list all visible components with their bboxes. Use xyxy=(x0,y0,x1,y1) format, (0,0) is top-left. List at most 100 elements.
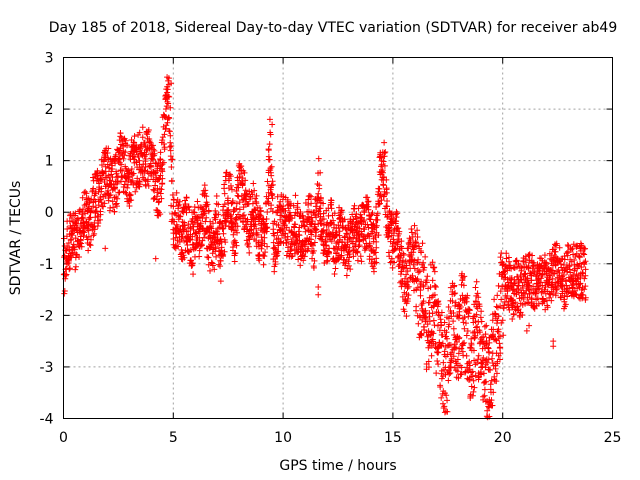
data-point xyxy=(435,361,442,368)
data-point xyxy=(222,239,229,246)
data-point xyxy=(256,204,263,211)
data-point xyxy=(414,227,421,234)
data-point xyxy=(72,210,79,217)
data-point xyxy=(151,152,158,159)
data-point xyxy=(164,89,171,96)
data-point xyxy=(90,185,97,192)
data-point xyxy=(204,201,211,208)
data-point xyxy=(396,228,403,235)
data-point xyxy=(165,114,172,121)
data-point xyxy=(236,164,243,171)
data-point xyxy=(95,202,102,209)
data-point xyxy=(519,282,526,289)
data-point xyxy=(472,318,479,325)
data-point xyxy=(167,153,174,160)
data-point xyxy=(319,236,326,243)
data-point xyxy=(474,323,481,330)
data-point xyxy=(112,184,119,191)
data-point xyxy=(493,370,500,377)
data-point xyxy=(239,180,246,187)
data-point xyxy=(430,330,437,337)
data-point xyxy=(316,182,323,189)
data-point xyxy=(512,299,519,306)
y-tick-label: 2 xyxy=(45,102,54,118)
data-point xyxy=(243,196,250,203)
data-point xyxy=(176,198,183,205)
data-point xyxy=(379,174,386,181)
data-point xyxy=(473,311,480,318)
x-tick-label: 0 xyxy=(59,430,68,446)
data-point xyxy=(325,212,332,219)
data-point xyxy=(233,242,240,249)
data-point xyxy=(177,213,184,220)
data-point xyxy=(553,240,560,247)
data-point xyxy=(286,209,293,216)
data-point xyxy=(464,375,471,382)
data-point xyxy=(438,309,445,316)
y-tick-label: -4 xyxy=(40,412,54,428)
data-point xyxy=(187,246,194,253)
data-point xyxy=(310,247,317,254)
data-point xyxy=(390,230,397,237)
data-point xyxy=(87,236,94,243)
data-point xyxy=(412,230,419,237)
data-point xyxy=(232,239,239,246)
data-point xyxy=(282,207,289,214)
data-point xyxy=(509,315,516,322)
data-point xyxy=(330,217,337,224)
data-point xyxy=(411,244,418,251)
data-point xyxy=(228,215,235,222)
data-point xyxy=(320,227,327,234)
data-point xyxy=(305,226,312,233)
data-point xyxy=(398,245,405,252)
data-point xyxy=(220,251,227,258)
data-point xyxy=(175,201,182,208)
data-point xyxy=(300,257,307,264)
data-point xyxy=(260,261,267,268)
data-point xyxy=(546,276,553,283)
data-point xyxy=(474,290,481,297)
data-point xyxy=(491,310,498,317)
data-point xyxy=(302,228,309,235)
data-point xyxy=(528,277,535,284)
data-point xyxy=(263,228,270,235)
data-point xyxy=(232,250,239,257)
data-point xyxy=(499,317,506,324)
data-point xyxy=(468,373,475,380)
data-point xyxy=(453,344,460,351)
data-point xyxy=(108,162,115,169)
data-point xyxy=(489,355,496,362)
data-point xyxy=(461,273,468,280)
data-point xyxy=(559,281,566,288)
data-point xyxy=(469,368,476,375)
data-point xyxy=(160,140,167,147)
data-point xyxy=(223,169,230,176)
data-point xyxy=(323,242,330,249)
data-point xyxy=(81,229,88,236)
data-point xyxy=(466,358,473,365)
data-point xyxy=(462,320,469,327)
data-point xyxy=(167,132,174,139)
data-point xyxy=(218,244,225,251)
data-point xyxy=(439,331,446,338)
data-point xyxy=(331,270,338,277)
data-point xyxy=(491,296,498,303)
data-point xyxy=(175,243,182,250)
data-point xyxy=(126,173,133,180)
grid-lines xyxy=(63,57,613,419)
data-point xyxy=(233,200,240,207)
data-point xyxy=(309,218,316,225)
data-point xyxy=(122,189,129,196)
data-point xyxy=(373,255,380,262)
data-point xyxy=(152,255,159,262)
data-point xyxy=(554,285,561,292)
data-point xyxy=(375,232,382,239)
data-point xyxy=(98,162,105,169)
data-point xyxy=(354,257,361,264)
data-point xyxy=(569,245,576,252)
data-point xyxy=(320,215,327,222)
data-point xyxy=(139,134,146,141)
data-point xyxy=(570,251,577,258)
data-point xyxy=(242,177,249,184)
data-point xyxy=(521,271,528,278)
